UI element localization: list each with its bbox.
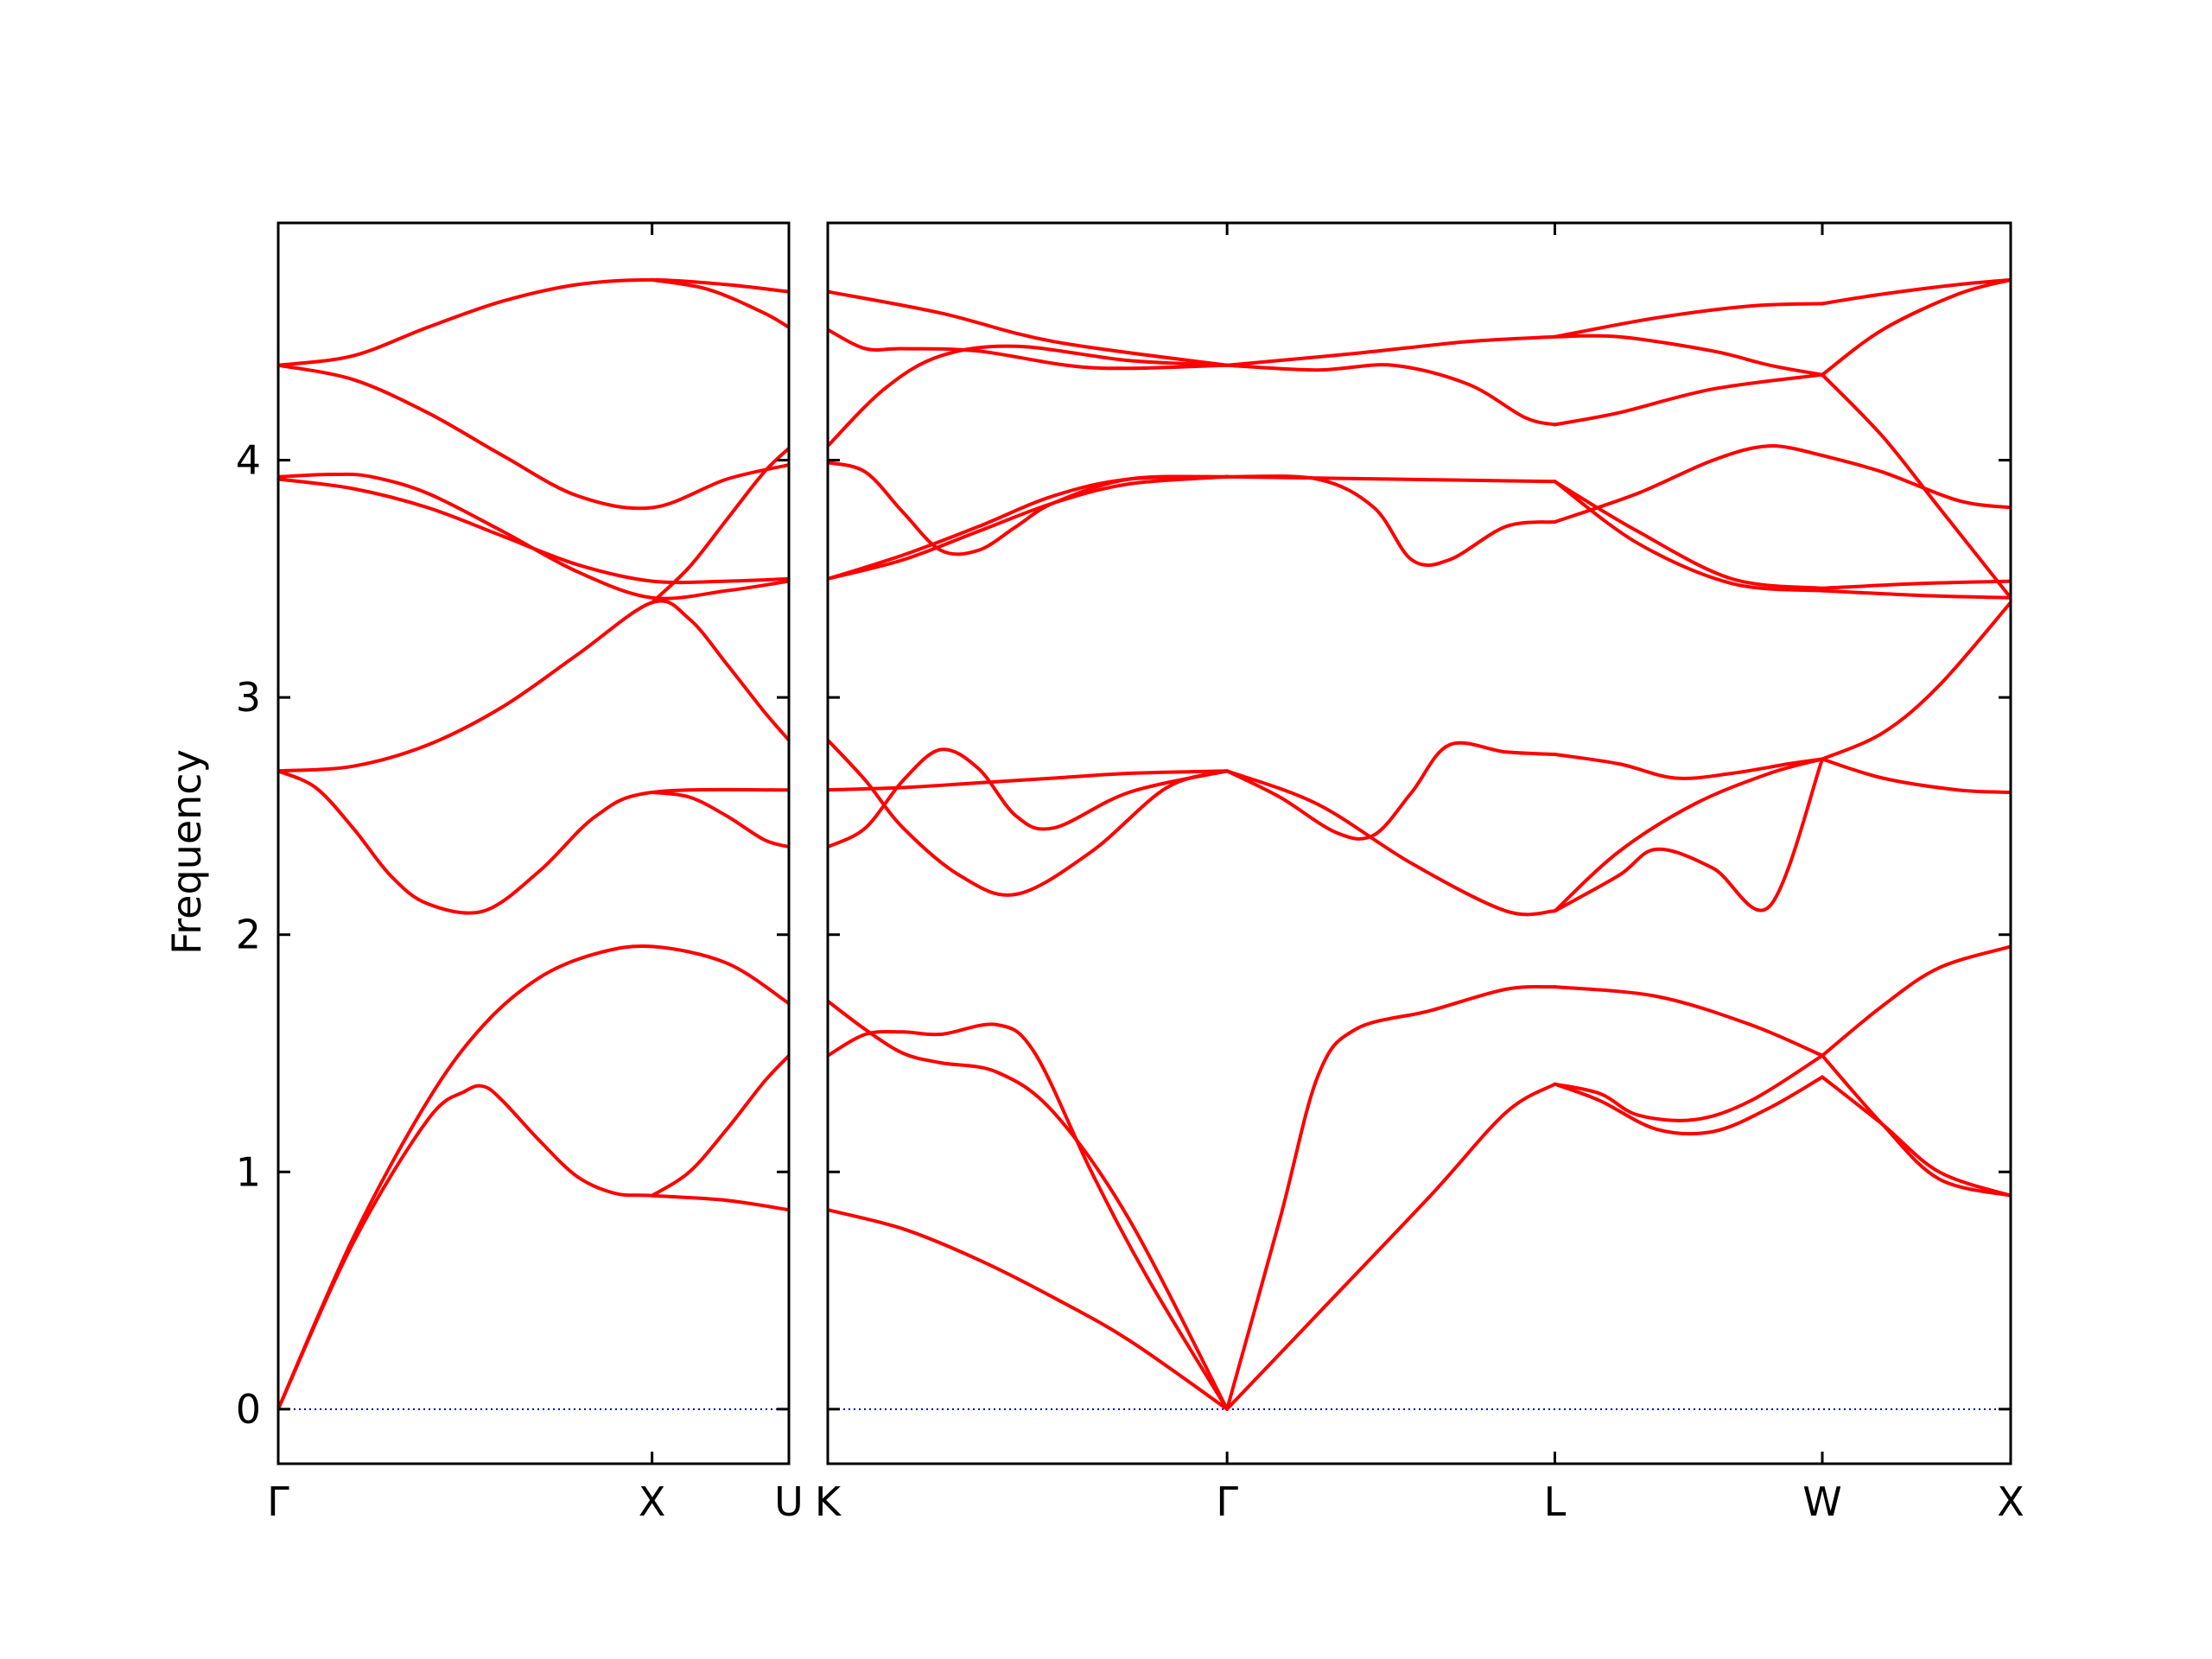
band-line (650, 446, 789, 605)
band-line (828, 327, 1230, 371)
band-line (1225, 363, 1557, 427)
left-panel: Γ X U 0 1 2 3 4 (236, 221, 804, 1525)
band-line (1553, 757, 1824, 913)
band-line (1225, 741, 1557, 841)
band-line (1821, 1075, 2011, 1198)
x-tick-label: W (1802, 1478, 1841, 1525)
y-axis-title: Frequency (163, 749, 210, 955)
x-tick-label: Γ (267, 1478, 289, 1525)
y-tick-label: 2 (236, 912, 261, 958)
band-line (1821, 757, 2011, 794)
band-line (278, 277, 789, 367)
band-line (1553, 444, 1824, 524)
band-line (1821, 277, 2011, 306)
band-line (1225, 1082, 1557, 1411)
y-tick-label: 0 (236, 1386, 261, 1433)
band-line (1821, 372, 2011, 600)
x-tick-label: U (774, 1478, 804, 1525)
band-line (278, 769, 789, 915)
band-line (1821, 454, 2011, 510)
x-tick-label: K (815, 1478, 842, 1525)
band-line (828, 461, 1230, 556)
band-line (1821, 579, 2011, 590)
band-line (1225, 334, 1557, 367)
band-line (278, 944, 789, 1411)
band-line (1225, 984, 1557, 1411)
band-line (1553, 1075, 1824, 1136)
band-line (1821, 601, 2011, 761)
y-tick-label: 4 (236, 437, 261, 484)
y-tick-label: 1 (236, 1148, 261, 1195)
band-line (1553, 480, 1824, 590)
band-line (1821, 277, 2011, 377)
band-line (1553, 1053, 1824, 1122)
band-line (1553, 757, 1824, 913)
band-line (1821, 944, 2011, 1058)
band-line (1553, 753, 1824, 780)
band-line (278, 363, 789, 511)
x-tick-label: X (1997, 1478, 2024, 1525)
band-line (1821, 1053, 2011, 1198)
band-line (828, 747, 1230, 849)
axes-frame (826, 221, 2012, 1465)
band-line (1553, 985, 1824, 1058)
plot-area (278, 277, 789, 1411)
x-tick-label: Γ (1216, 1478, 1238, 1525)
band-line (828, 344, 1230, 448)
band-line (1553, 372, 1824, 427)
band-line (1225, 769, 1557, 917)
band-line (278, 477, 789, 585)
band-line (650, 1053, 789, 1198)
band-line (278, 472, 789, 601)
band-line (278, 599, 789, 773)
band-line (1553, 334, 1824, 377)
x-tick-label: X (639, 1478, 666, 1525)
band-line (1821, 588, 2011, 600)
band-line (1225, 474, 1557, 484)
band-line (1553, 480, 1824, 593)
band-line (1225, 474, 1557, 568)
band-line (650, 791, 789, 849)
axes-frame (276, 221, 791, 1465)
band-line (828, 1022, 1230, 1411)
plot-area (828, 277, 2011, 1411)
band-line (828, 738, 1230, 897)
band-line (828, 999, 1230, 1411)
band-line (278, 1084, 789, 1411)
band-line (1553, 302, 1824, 339)
band-line (650, 277, 789, 329)
y-tick-label: 3 (236, 674, 261, 721)
x-tick-label: L (1544, 1478, 1567, 1525)
band-line (828, 1208, 1230, 1411)
band-line (828, 474, 1230, 581)
band-line (828, 289, 1230, 367)
